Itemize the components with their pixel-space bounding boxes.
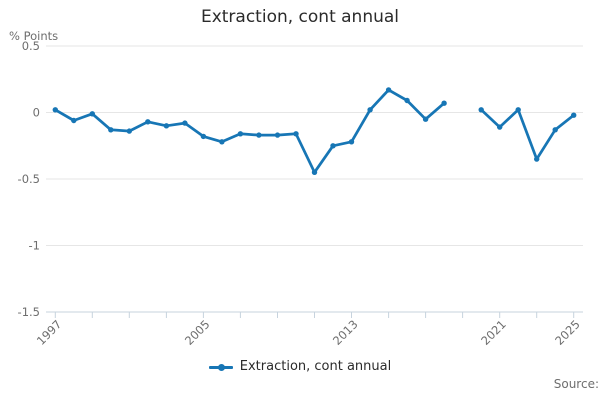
data-point[interactable] — [89, 111, 96, 117]
legend-line-marker-icon — [208, 362, 233, 372]
data-point[interactable] — [515, 107, 521, 113]
data-point[interactable] — [478, 107, 484, 113]
x-tick-label: 2025 — [552, 317, 583, 348]
data-point[interactable] — [145, 119, 151, 125]
data-point[interactable] — [219, 139, 225, 145]
data-point[interactable] — [571, 112, 577, 118]
legend-label: Extraction, cont annual — [239, 359, 392, 374]
legend-item-extraction[interactable]: Extraction, cont annual — [208, 359, 392, 374]
legend: Extraction, cont annual — [0, 359, 600, 374]
data-point[interactable] — [534, 156, 540, 162]
data-point[interactable] — [126, 128, 132, 134]
data-point[interactable] — [293, 131, 299, 137]
series-line — [53, 88, 576, 174]
y-axis-unit-label: % Points — [9, 29, 59, 43]
y-tick-label: 0.5 — [22, 39, 40, 53]
data-point[interactable] — [163, 123, 170, 129]
data-point[interactable] — [182, 120, 188, 126]
data-point[interactable] — [274, 132, 281, 138]
x-tick-label: 2013 — [330, 317, 361, 348]
y-tick-label: -1 — [29, 239, 40, 253]
source-label: Source: — [553, 377, 599, 391]
data-point[interactable] — [311, 169, 318, 175]
data-point[interactable] — [200, 133, 207, 140]
x-tick-label: 2021 — [478, 317, 509, 348]
data-point[interactable] — [497, 124, 503, 130]
data-point[interactable] — [441, 100, 447, 106]
data-point[interactable] — [348, 139, 355, 145]
chart-title: Extraction, cont annual — [200, 7, 400, 27]
y-tick-label: 0 — [33, 106, 40, 120]
data-point[interactable] — [367, 107, 373, 113]
x-tick-label: 2005 — [182, 317, 213, 348]
data-point[interactable] — [385, 87, 392, 93]
data-point[interactable] — [552, 127, 558, 133]
data-point[interactable] — [108, 127, 114, 133]
y-tick-label: -0.5 — [18, 172, 40, 186]
data-point[interactable] — [404, 97, 410, 104]
data-point[interactable] — [237, 131, 244, 137]
data-point[interactable] — [256, 132, 262, 138]
x-tick-label: 1997 — [34, 317, 65, 348]
data-point[interactable] — [71, 117, 77, 124]
data-point[interactable] — [422, 116, 429, 122]
y-tick-label: -1.5 — [18, 305, 40, 319]
data-point[interactable] — [330, 143, 336, 149]
data-point[interactable] — [52, 107, 58, 113]
